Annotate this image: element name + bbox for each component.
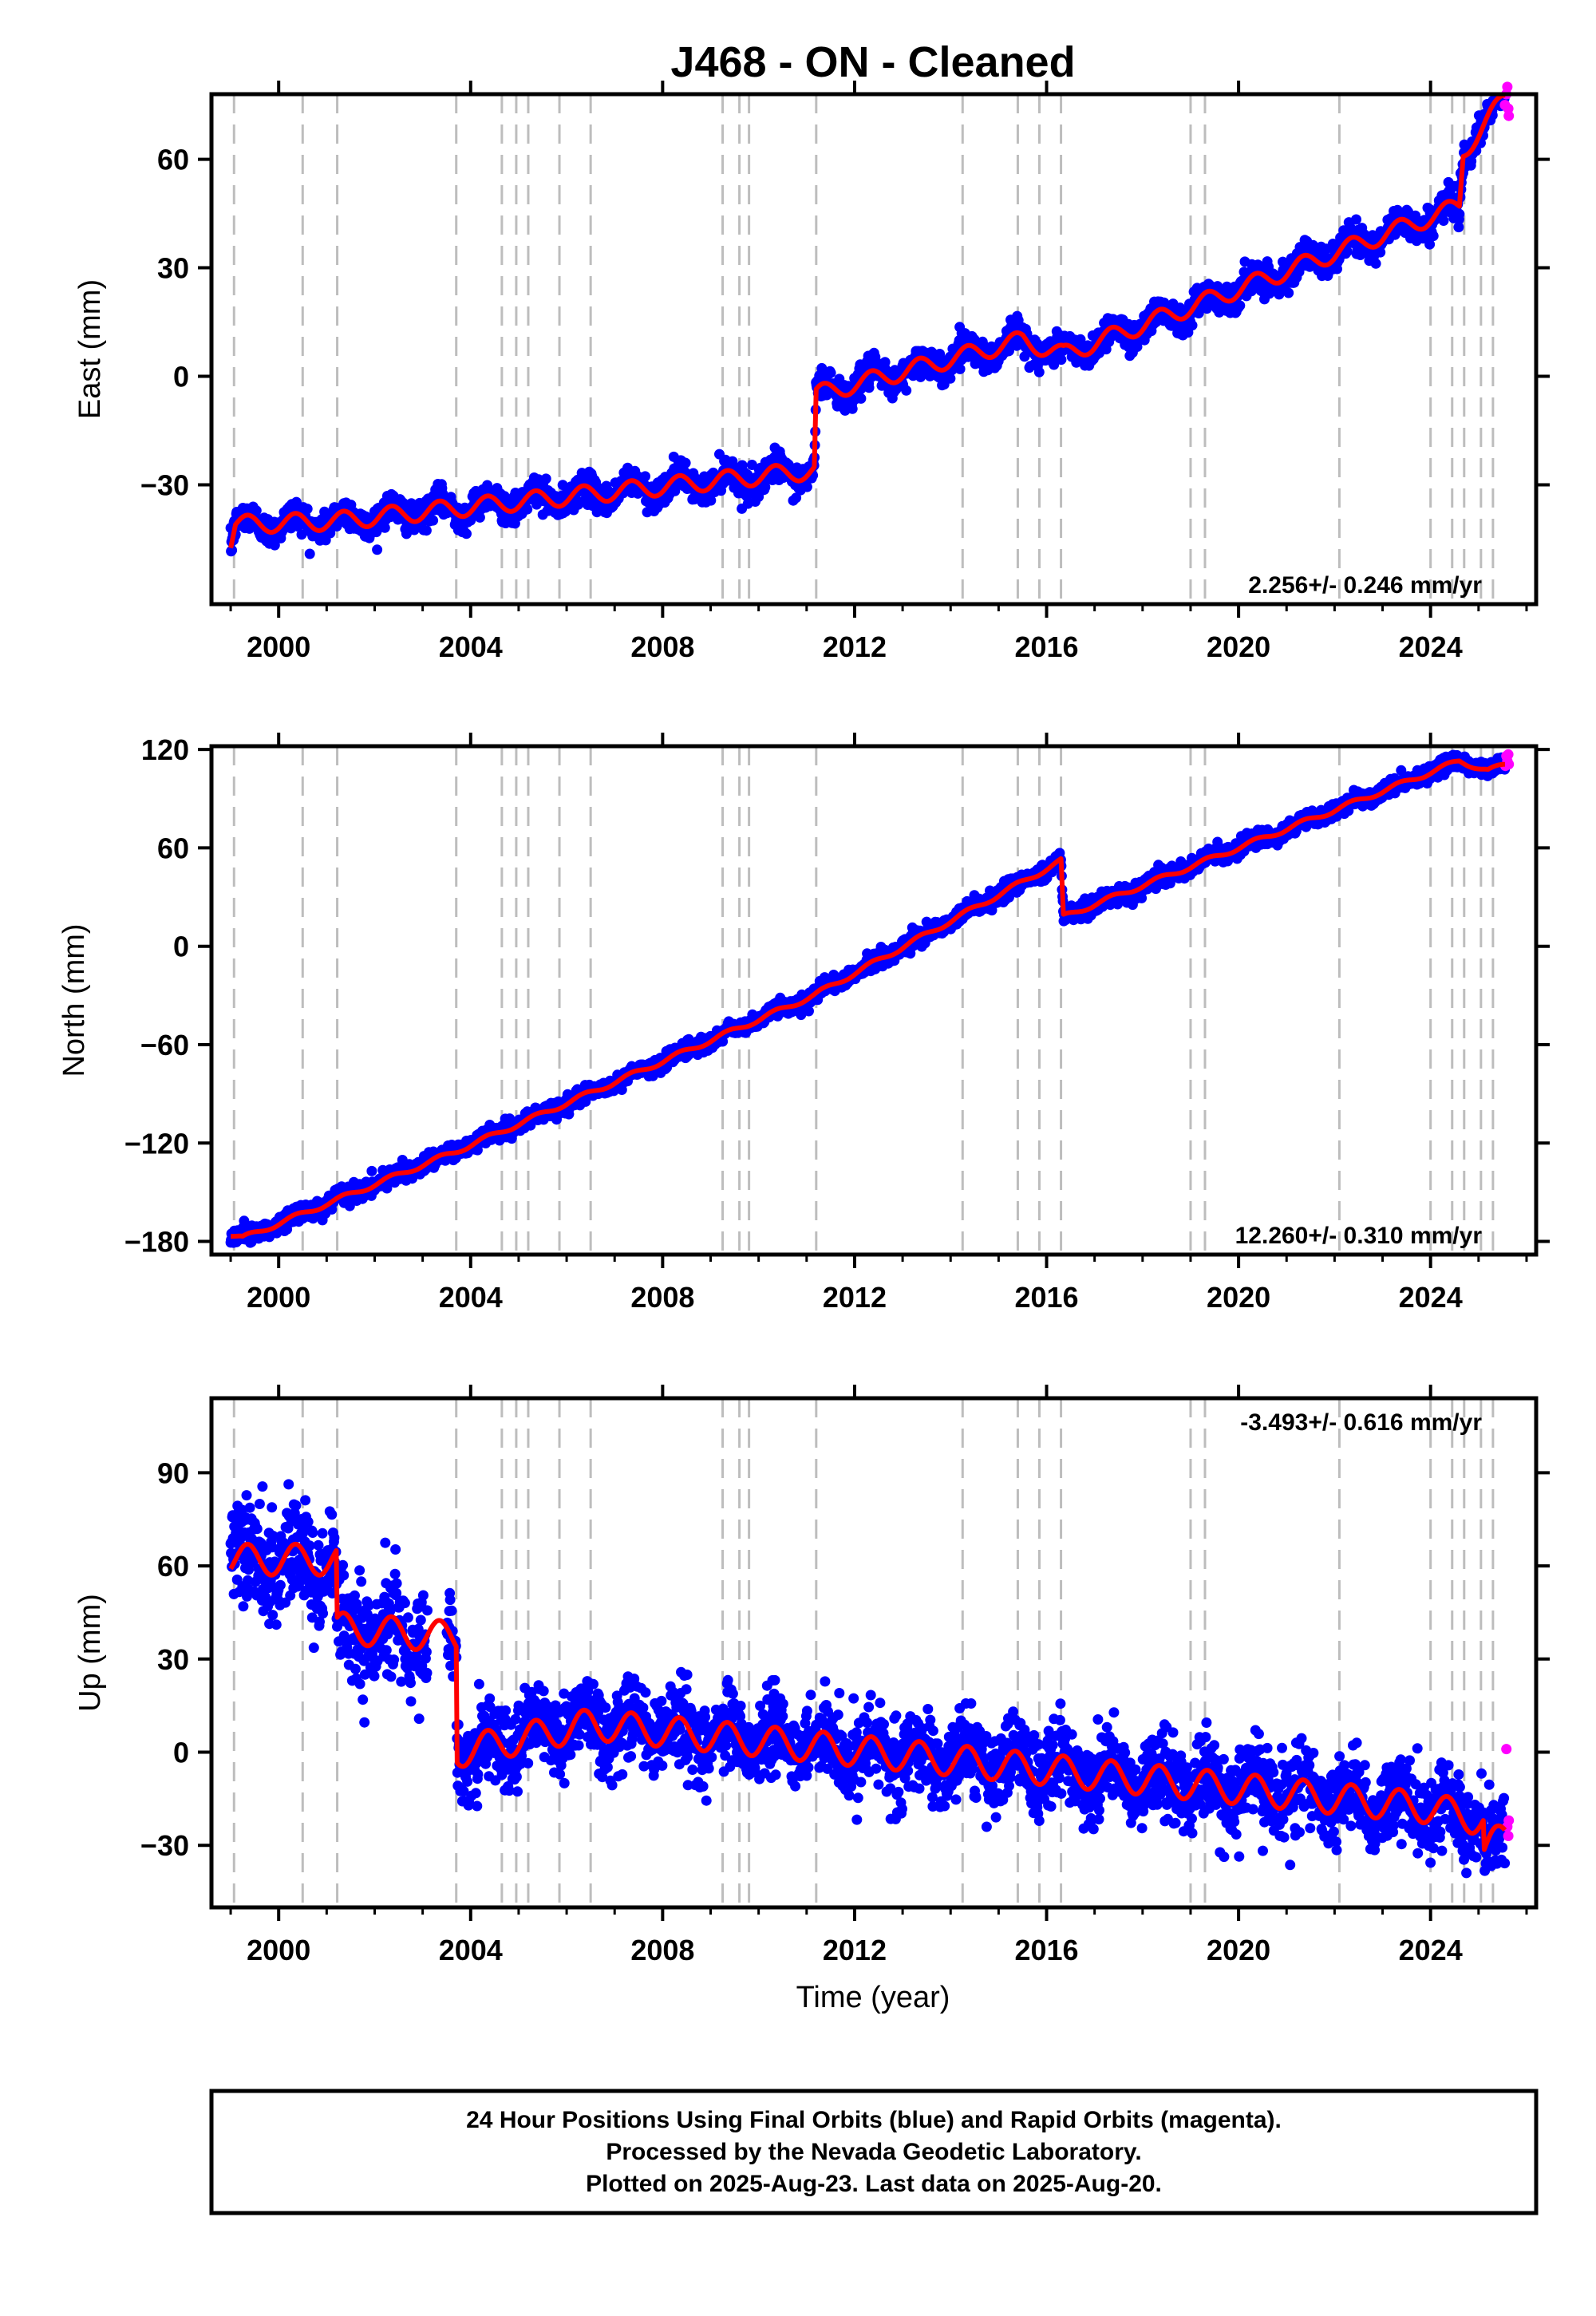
data-point [325, 528, 336, 539]
final-orbit-points [225, 749, 1511, 1248]
rapid-data-point [1503, 110, 1515, 121]
data-point [251, 505, 262, 516]
data-point [1187, 320, 1198, 331]
y-tick-label: 30 [157, 252, 189, 285]
x-tick-label: 2012 [823, 630, 887, 663]
data-point [855, 393, 867, 404]
x-tick-label: 2024 [1399, 630, 1463, 663]
x-tick-label: 2020 [1207, 630, 1270, 663]
chart-title: J468 - ON - Cleaned [670, 38, 1075, 86]
data-point [227, 545, 238, 555]
y-axis-label: East (mm) [73, 279, 107, 419]
data-point [825, 367, 836, 378]
data-point [879, 357, 891, 368]
y-tick-label: 60 [157, 144, 189, 176]
data-point [474, 512, 485, 523]
x-tick-label: 2008 [630, 630, 694, 663]
data-point [461, 528, 472, 539]
data-point [1370, 258, 1381, 269]
data-point [379, 522, 390, 533]
data-point [945, 373, 956, 384]
final-orbit-points [225, 93, 1510, 559]
data-point [302, 504, 313, 515]
data-point [296, 529, 307, 540]
data-point [269, 539, 280, 551]
x-tick-label: 2000 [247, 630, 310, 663]
data-point [304, 548, 315, 559]
x-tick-label: 2016 [1014, 630, 1078, 663]
data-point [372, 544, 383, 555]
data-point [1033, 366, 1045, 377]
east-panel: 2000 2004 2008 2012 2016 2020 2024 −30 0 30 60 East… [73, 81, 1550, 663]
model-line [228, 93, 1507, 549]
y-tick-label: 0 [173, 360, 189, 393]
data-point [366, 1165, 377, 1176]
x-tick-label: 2004 [439, 630, 503, 663]
data-point [1351, 214, 1361, 225]
data-point [1235, 300, 1246, 311]
data-point [522, 504, 533, 515]
rapid-data-point [1502, 81, 1513, 93]
data-point [847, 403, 858, 414]
data-point [640, 471, 650, 482]
y-tick-label: −30 [140, 468, 189, 501]
rate-annotation: 2.256+/- 0.246 mm/yr [1248, 572, 1482, 599]
data-point [954, 363, 966, 374]
data-point [421, 525, 432, 536]
data-point [1283, 287, 1294, 298]
data-point [1438, 215, 1449, 226]
data-point [540, 473, 551, 484]
data-point [901, 385, 912, 396]
data-point [680, 457, 691, 468]
north-panel: 2000 2004 2008 2012 2016 2020 2024−180−120−600… [57, 733, 1550, 1314]
data-point [1428, 231, 1439, 242]
data-point [863, 382, 875, 393]
rapid-orbit-points [1499, 81, 1515, 121]
data-point [428, 515, 439, 526]
data-point [1454, 208, 1465, 219]
